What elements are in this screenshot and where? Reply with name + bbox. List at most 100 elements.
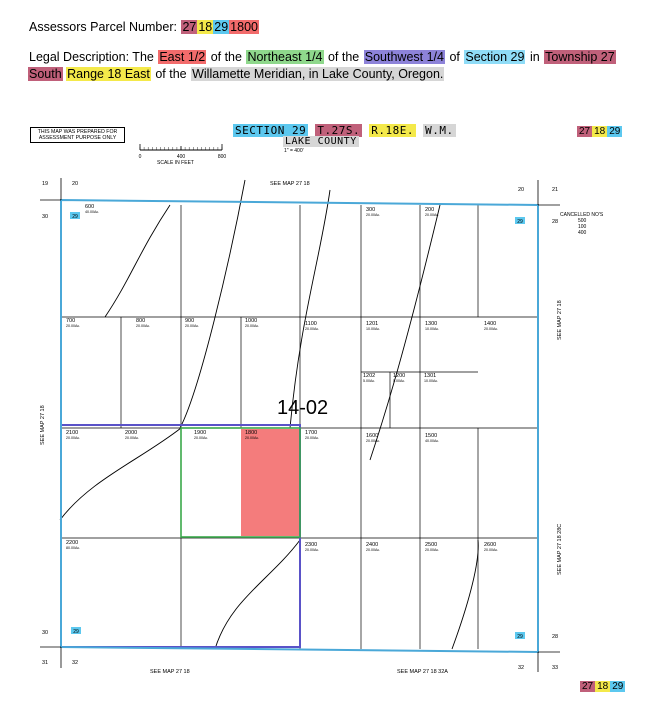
- legal-east-half: East 1/2: [158, 50, 207, 64]
- lot-area: 20.00Ac.: [366, 439, 380, 443]
- cancelled-3: 400: [578, 230, 587, 236]
- legal-in: in: [529, 50, 540, 64]
- lot-area: 20.00Ac.: [366, 548, 380, 552]
- lot-area: 20.00Ac.: [185, 324, 199, 328]
- lot-area: 20.00Ac.: [425, 213, 439, 217]
- badge-top-range: 18: [592, 126, 608, 137]
- lot-area: 20.00Ac.: [66, 324, 80, 328]
- title-section: SECTION 29: [233, 124, 309, 137]
- roads: [59, 179, 479, 650]
- lot-area: 20.00Ac.: [366, 213, 380, 217]
- badge-top: 27 18 29: [577, 126, 623, 137]
- legal-meridian: Willamette Meridian, in Lake County, Ore…: [191, 67, 445, 81]
- lot-number: 800: [136, 318, 145, 324]
- badge-bottom-section: 29: [610, 681, 626, 692]
- corner-bl-left: 30: [42, 630, 48, 636]
- parcel-section: 29: [213, 20, 230, 34]
- lot-number: 600: [85, 204, 94, 210]
- lot-number: 300: [366, 207, 375, 213]
- corner-tl-top: 20: [72, 181, 78, 187]
- corner-br-outer: 33: [552, 665, 558, 671]
- lot-area: 40.00Ac.: [425, 439, 439, 443]
- corner-tr-outer: 21: [552, 187, 558, 193]
- corner-bl-bottom: 32: [72, 660, 78, 666]
- lot-area: 20.00Ac.: [245, 324, 259, 328]
- parcel-township: 27: [181, 20, 198, 34]
- lot-area: 20.00Ac.: [194, 436, 208, 440]
- map-number: 14-02: [277, 397, 328, 419]
- corner-br-bottom: 32: [518, 665, 524, 671]
- lot-area: 10.00Ac.: [366, 327, 380, 331]
- badge-29-tl: 29: [72, 214, 78, 220]
- lot-area: 20.00Ac.: [125, 436, 139, 440]
- legal-of-1: of the: [210, 50, 242, 64]
- lot-area: 5.00Ac.: [393, 379, 405, 383]
- lot-number: 2300: [305, 542, 317, 548]
- title-meridian: W.M.: [423, 124, 456, 137]
- legal-ne-quarter: Northeast 1/4: [246, 50, 324, 64]
- badge-bottom-township: 27: [580, 681, 596, 692]
- title-township: T.27S.: [315, 124, 363, 137]
- see-map-right-lower: SEE MAP 27 18 28C: [557, 524, 563, 575]
- legal-sw-quarter: Southwest 1/4: [363, 50, 445, 64]
- see-map-right-upper: SEE MAP 27 18: [557, 300, 563, 340]
- parcel-taxlot: 1800: [229, 20, 259, 34]
- cancelled-1: 500: [578, 218, 587, 224]
- lot-number: 200: [425, 207, 434, 213]
- see-map-bottom-left: SEE MAP 27 18: [150, 669, 190, 675]
- lot-number: 1500: [425, 433, 437, 439]
- parcel-number-label: Assessors Parcel Number:: [29, 20, 177, 34]
- lot-number: 1100: [305, 321, 317, 327]
- badge-29-tr: 29: [517, 219, 523, 225]
- corner-ticks: [40, 178, 560, 672]
- badge-top-township: 27: [577, 126, 593, 137]
- lot-number: 1000: [245, 318, 257, 324]
- corner-tr-top: 20: [518, 187, 524, 193]
- legal-description: Legal Description: The East 1/2 of the N…: [28, 49, 628, 83]
- lot-area: 40.00Ac.: [85, 210, 99, 214]
- lot-number: 1200: [393, 373, 405, 379]
- target-lot-1800: [241, 429, 299, 536]
- title-range: R.18E.: [369, 124, 416, 137]
- legal-of-3: of: [449, 50, 460, 64]
- scale-bar: 0 400 800: [139, 144, 226, 160]
- lot-number: 2400: [366, 542, 378, 548]
- lot-area: 80.00Ac.: [66, 546, 80, 550]
- badge-top-section: 29: [607, 126, 623, 137]
- legal-township: Township 27: [544, 50, 616, 64]
- lot-area: 20.00Ac.: [66, 436, 80, 440]
- cancelled-numbers: CANCELLED NO'S 500 100 400: [560, 212, 604, 236]
- lot-area: 20.00Ac.: [305, 327, 319, 331]
- lot-number: 1201: [366, 321, 378, 327]
- lot-number: 1600: [366, 433, 378, 439]
- scale-tick-0: 0: [139, 154, 142, 160]
- lot-number: 2200: [66, 540, 78, 546]
- parcel-range: 18: [197, 20, 214, 34]
- legal-label: Legal Description: The: [29, 50, 154, 64]
- corner-tr-right: 28: [552, 219, 558, 225]
- lot-number: 1800: [245, 430, 257, 436]
- corner-bl-outer: 31: [42, 660, 48, 666]
- corner-tl-left: 30: [42, 214, 48, 220]
- section-badges: 29 29 29 29: [70, 212, 525, 640]
- lot-area: 20.00Ac.: [305, 548, 319, 552]
- lot-number: 700: [66, 318, 75, 324]
- see-map-top: SEE MAP 27 18: [270, 181, 310, 187]
- lot-number: 900: [185, 318, 194, 324]
- assessment-note: THIS MAP WAS PREPARED FOR ASSESSMENT PUR…: [30, 127, 125, 143]
- corner-tl-outer: 19: [42, 181, 48, 187]
- lot-number: 1202: [363, 373, 375, 379]
- lot-area: 20.00Ac.: [305, 436, 319, 440]
- lot-area: 20.00Ac.: [136, 324, 150, 328]
- lot-number: 2000: [125, 430, 137, 436]
- ne-quarter-boundary: [180, 427, 301, 538]
- scale-ratio: 1" = 400': [284, 148, 304, 154]
- corner-br-right: 28: [552, 634, 558, 640]
- lot-area: 5.00Ac.: [363, 379, 375, 383]
- legal-of-2: of the: [327, 50, 360, 64]
- legal-range: Range 18 East: [66, 67, 151, 81]
- lot-number: 1700: [305, 430, 317, 436]
- map-title: SECTION 29 T.27S. R.18E. W.M.: [233, 124, 456, 137]
